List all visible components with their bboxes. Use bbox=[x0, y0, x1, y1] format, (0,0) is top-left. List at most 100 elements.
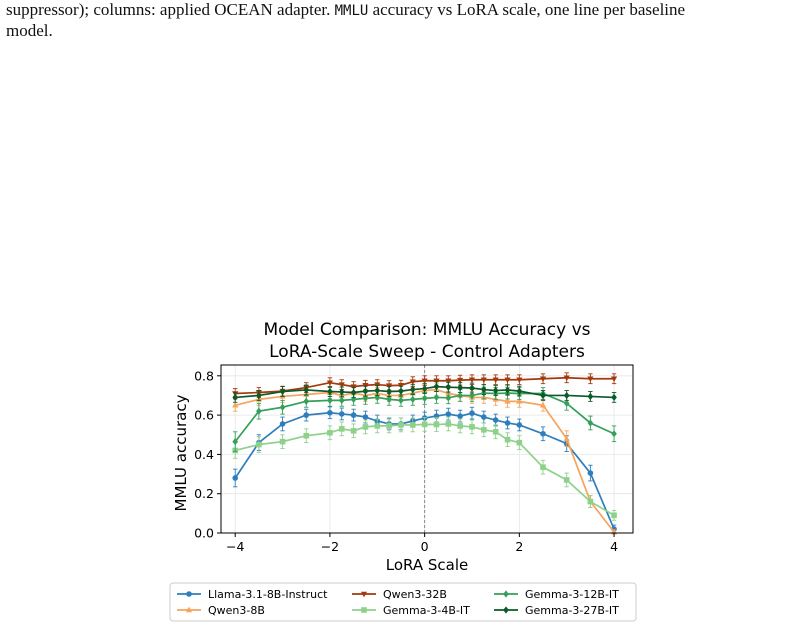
data-point bbox=[279, 387, 286, 396]
data-point bbox=[492, 386, 499, 395]
data-point bbox=[539, 401, 547, 408]
data-point bbox=[326, 380, 333, 387]
data-point bbox=[303, 397, 310, 405]
data-point bbox=[610, 376, 618, 383]
data-point bbox=[350, 412, 357, 418]
series-layer bbox=[232, 372, 618, 535]
data-point bbox=[421, 421, 428, 428]
data-point bbox=[398, 387, 404, 395]
x-tick-label: 0 bbox=[421, 539, 429, 554]
data-point bbox=[421, 384, 428, 393]
data-point bbox=[468, 377, 476, 384]
data-point bbox=[232, 393, 239, 402]
data-point bbox=[457, 413, 463, 419]
x-tick-label: −2 bbox=[321, 539, 339, 554]
data-point bbox=[433, 421, 440, 428]
data-point bbox=[445, 378, 452, 385]
data-point bbox=[457, 391, 463, 400]
data-point bbox=[611, 393, 617, 402]
data-point bbox=[563, 391, 570, 400]
data-point bbox=[445, 383, 452, 391]
legend-marker bbox=[360, 591, 368, 598]
data-point bbox=[398, 422, 404, 428]
y-tick-label: 0.6 bbox=[194, 408, 214, 423]
x-axis-ticks: −4 −2 0 2 4 bbox=[226, 533, 618, 554]
data-point bbox=[445, 421, 452, 427]
data-point bbox=[469, 424, 475, 430]
y-tick-label: 0.2 bbox=[194, 486, 214, 501]
data-point bbox=[374, 423, 381, 429]
legend-marker bbox=[503, 590, 509, 598]
data-point bbox=[492, 429, 499, 435]
data-point bbox=[433, 382, 440, 391]
data-point bbox=[504, 436, 511, 443]
data-point bbox=[516, 387, 523, 395]
x-axis-label: LoRA Scale bbox=[386, 556, 468, 574]
data-point bbox=[457, 423, 463, 429]
legend-marker bbox=[503, 606, 509, 614]
data-point bbox=[386, 423, 392, 429]
data-point bbox=[611, 512, 617, 519]
data-point bbox=[256, 391, 262, 400]
legend-label: Qwen3-32B bbox=[383, 588, 447, 601]
data-point bbox=[587, 419, 594, 427]
x-tick-label: 4 bbox=[610, 539, 618, 554]
data-point bbox=[516, 397, 523, 404]
data-point bbox=[504, 397, 511, 404]
legend-label: Llama-3.1-8B-Instruct bbox=[208, 588, 328, 601]
data-point bbox=[279, 421, 286, 427]
data-point bbox=[480, 377, 487, 384]
data-point bbox=[469, 384, 475, 392]
x-tick-label: −4 bbox=[226, 539, 244, 554]
legend-label: Gemma-3-27B-IT bbox=[525, 604, 619, 617]
data-point bbox=[338, 411, 345, 417]
data-point bbox=[563, 399, 570, 407]
data-point bbox=[481, 427, 487, 433]
data-point bbox=[409, 379, 416, 386]
chart-title-line-2: LoRA-Scale Sweep - Control Adapters bbox=[269, 342, 585, 362]
data-point bbox=[563, 435, 570, 441]
data-point bbox=[338, 426, 345, 432]
y-tick-label: 0.0 bbox=[194, 526, 214, 541]
data-point bbox=[398, 396, 404, 405]
data-point bbox=[303, 386, 310, 394]
data-point bbox=[469, 410, 475, 416]
caption-metric: MMLU bbox=[334, 3, 369, 19]
data-point bbox=[457, 377, 464, 384]
data-point bbox=[516, 422, 523, 428]
legend-marker bbox=[361, 607, 367, 613]
y-axis-label: MMLU accuracy bbox=[172, 394, 190, 511]
data-point bbox=[303, 432, 310, 439]
data-point bbox=[279, 403, 286, 411]
data-point bbox=[232, 475, 239, 481]
data-point bbox=[327, 409, 333, 416]
y-axis-ticks: 0.0 0.2 0.4 0.6 0.8 bbox=[194, 368, 221, 541]
legend: Llama-3.1-8B-Instruct Qwen3-8B Qwen3-32B Ge… bbox=[169, 582, 637, 622]
data-point bbox=[256, 407, 262, 415]
data-point bbox=[539, 376, 547, 383]
data-point bbox=[481, 414, 487, 420]
data-point bbox=[374, 386, 381, 395]
data-point bbox=[362, 424, 369, 430]
legend-marker bbox=[186, 591, 192, 597]
data-point bbox=[492, 377, 499, 384]
y-tick-label: 0.8 bbox=[194, 368, 214, 383]
x-tick-label: 2 bbox=[515, 539, 523, 554]
data-point bbox=[516, 377, 523, 384]
legend-label: Gemma-3-4B-IT bbox=[383, 604, 470, 617]
series-4 bbox=[232, 386, 617, 452]
data-point bbox=[350, 428, 357, 434]
data-point bbox=[409, 422, 416, 428]
data-point bbox=[327, 396, 333, 405]
legend-label: Gemma-3-12B-IT bbox=[525, 588, 619, 601]
figure-caption: suppressor); columns: applied OCEAN adap… bbox=[6, 0, 798, 40]
data-point bbox=[338, 388, 345, 396]
data-point bbox=[587, 470, 594, 476]
data-point bbox=[563, 477, 570, 483]
legend-marker bbox=[185, 606, 193, 613]
data-point bbox=[232, 401, 239, 408]
plot-area-frame bbox=[220, 364, 634, 534]
data-point bbox=[350, 388, 357, 397]
data-point bbox=[504, 386, 511, 394]
